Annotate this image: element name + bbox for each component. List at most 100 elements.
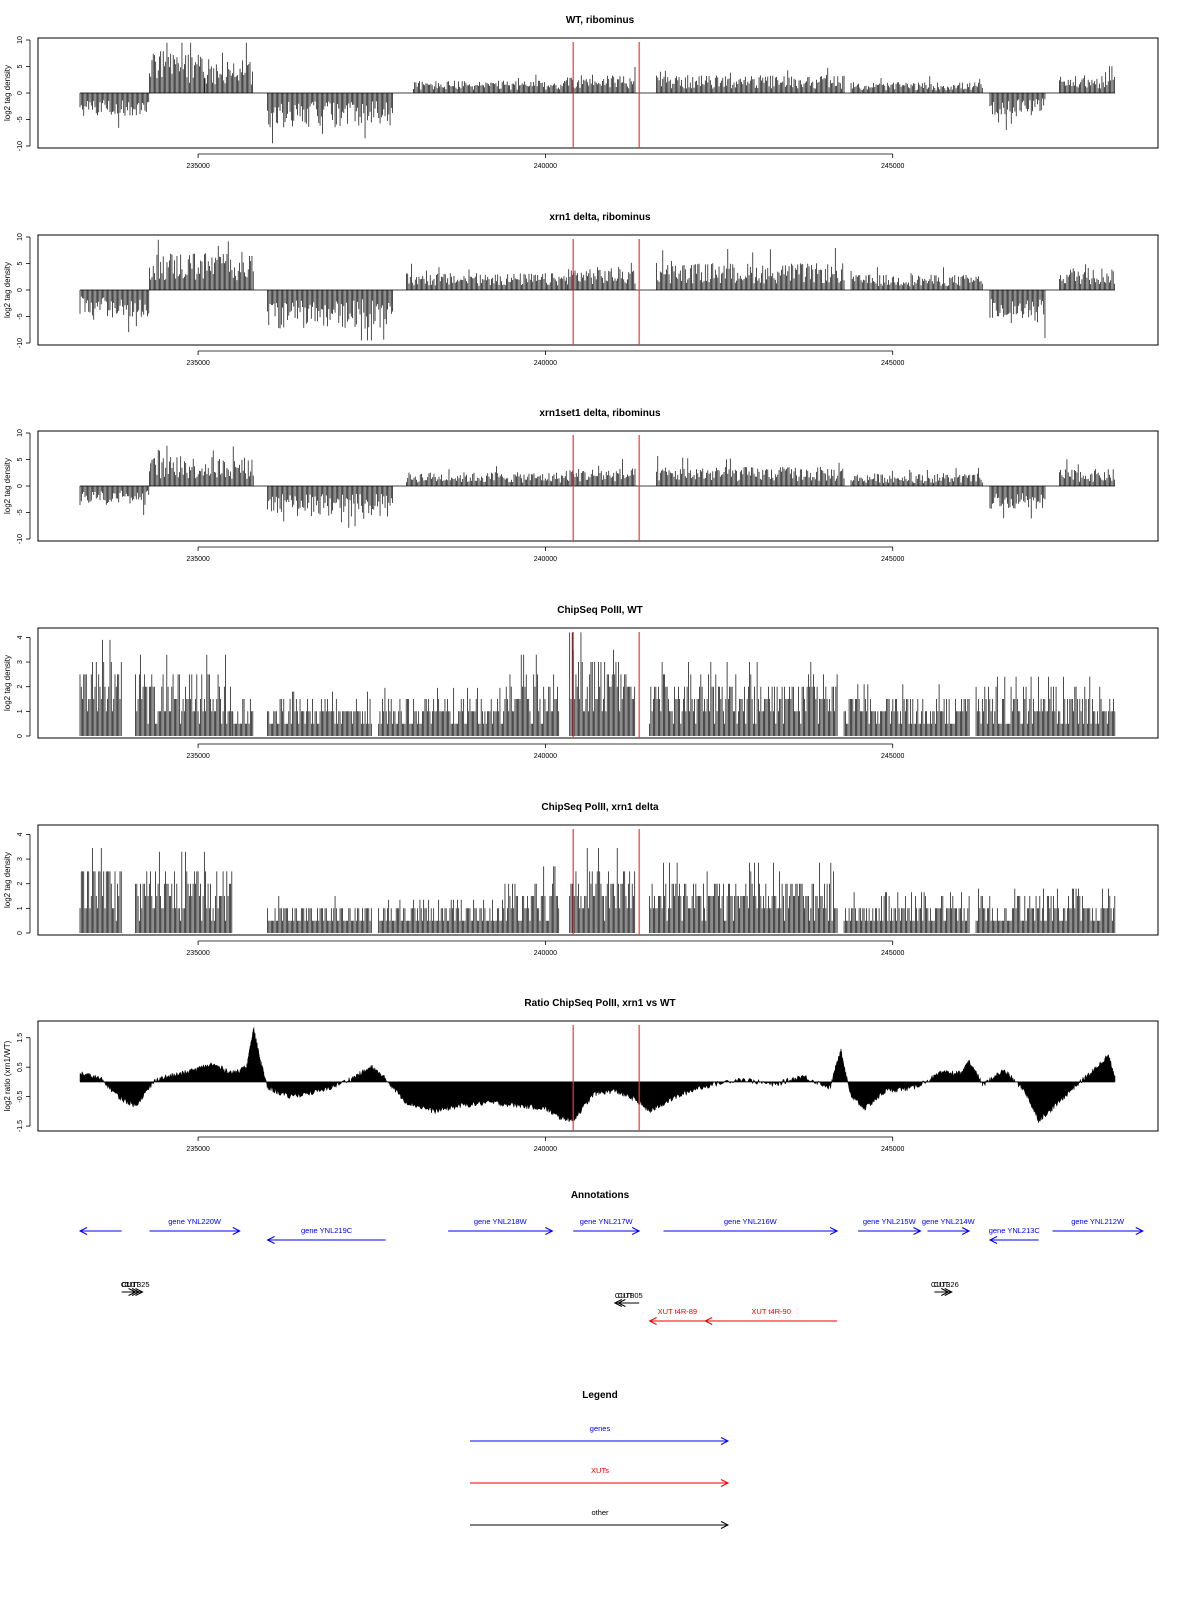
- y-tick-label: 3: [17, 857, 24, 861]
- y-tick-label: 10: [17, 36, 24, 44]
- panel-5: ChipSeq PolII, xrn1 delta 0 1 2 3 4 log2 tag d…: [3, 802, 1159, 957]
- annotation-feature: [266, 1236, 386, 1244]
- legend-label: other: [591, 1508, 609, 1517]
- y-axis-label: log2 tag density: [3, 65, 12, 121]
- annotation-feature: [617, 1299, 640, 1307]
- arrow-head-icon: [135, 1288, 144, 1296]
- y-tick-label: 5: [17, 261, 24, 265]
- y-axis-label: log2 tag density: [3, 655, 12, 711]
- y-tick-label: -5: [17, 313, 24, 319]
- arrow-head-icon: [613, 1299, 623, 1307]
- x-tick-label: 245000: [881, 360, 904, 367]
- arrow-head-icon: [1135, 1227, 1144, 1235]
- panel-title: ChipSeq PolII, WT: [557, 605, 643, 616]
- annotation-label: gene YNL214W: [922, 1217, 976, 1226]
- arrow-head-icon: [829, 1227, 839, 1235]
- y-axis-label: log2 tag density: [3, 458, 12, 514]
- panel-6: Ratio ChipSeq PolII, xrn1 vs WT -1.5 -0.5 0…: [3, 998, 1159, 1153]
- y-axis: 0 1 2 3 4 log2 tag density: [3, 635, 31, 738]
- x-tick-label: 240000: [534, 556, 557, 563]
- y-tick-label: 4: [17, 832, 24, 836]
- annotation-feature: [927, 1227, 971, 1235]
- annotations-title: Annotations: [571, 1190, 630, 1201]
- x-tick-label: 235000: [186, 1146, 209, 1153]
- panel-3: xrn1set1 delta, ribominus -10 -5 0 5 10 log2 t…: [3, 408, 1159, 563]
- annotation-label: gene YNL216W: [724, 1217, 778, 1226]
- panel-4: ChipSeq PolII, WT 0 1 2 3 4 log2 tag density 23…: [3, 605, 1159, 760]
- annotation-feature: [573, 1227, 641, 1235]
- x-axis: 235000 240000 245000: [186, 1136, 905, 1153]
- y-tick-label: 2: [17, 882, 24, 886]
- legend: Legend genes XUTs other: [470, 1390, 730, 1529]
- y-tick-label: 1.5: [17, 1033, 24, 1043]
- annotation-label: XUT t4R-89: [658, 1307, 697, 1316]
- arrow-head-icon: [704, 1317, 713, 1325]
- panel-title: WT, ribominus: [566, 15, 635, 26]
- annotation-feature: [937, 1288, 953, 1296]
- panel-title: ChipSeq PolII, xrn1 delta: [541, 802, 659, 813]
- x-axis: 235000 240000 245000: [186, 940, 905, 957]
- x-tick-label: 240000: [534, 163, 557, 170]
- annotation-feature: [448, 1227, 554, 1235]
- signal-bars: [79, 632, 1116, 736]
- annotation-label: gene YNL220W: [168, 1217, 222, 1226]
- x-tick-label: 235000: [186, 360, 209, 367]
- x-axis: 235000 240000 245000: [186, 350, 905, 367]
- annotation-feature: [988, 1236, 1039, 1244]
- legend-label: XUTs: [591, 1466, 609, 1475]
- y-tick-label: -0.5: [17, 1090, 24, 1102]
- y-tick-label: 4: [17, 635, 24, 639]
- panel-title: xrn1 delta, ribominus: [549, 212, 651, 223]
- x-tick-label: 235000: [186, 556, 209, 563]
- x-axis: 235000 240000 245000: [186, 743, 905, 760]
- y-tick-label: 0: [17, 931, 24, 935]
- y-axis-label: log2 ratio (xrn1/WT): [3, 1040, 12, 1111]
- panel-2: xrn1 delta, ribominus -10 -5 0 5 10 log2 tag d…: [3, 212, 1159, 367]
- y-tick-label: -1.5: [17, 1120, 24, 1132]
- plot-frame: [37, 37, 1159, 149]
- panel-1: WT, ribominus -10 -5 0 5 10 log2 tag density 23…: [3, 15, 1159, 170]
- x-tick-label: 245000: [881, 753, 904, 760]
- annotation-label: CUT: [121, 1280, 137, 1289]
- y-axis: -10 -5 0 5 10 log2 tag density: [3, 429, 31, 544]
- annotation-feature: [128, 1288, 144, 1296]
- ratio-area: [79, 1027, 1116, 1123]
- plot-frame: [37, 627, 1159, 739]
- y-tick-label: 2: [17, 685, 24, 689]
- arrow-head-icon: [78, 1227, 88, 1235]
- x-tick-label: 245000: [881, 950, 904, 957]
- x-tick-label: 245000: [881, 556, 904, 563]
- x-tick-label: 245000: [881, 1146, 904, 1153]
- x-tick-label: 235000: [186, 163, 209, 170]
- annotation-feature: [857, 1227, 922, 1235]
- annotation-label: gene YNL212W: [1071, 1217, 1125, 1226]
- y-tick-label: -5: [17, 116, 24, 122]
- annotation-feature: [663, 1227, 839, 1235]
- legend-title: Legend: [582, 1390, 618, 1401]
- x-axis: 235000 240000 245000: [186, 153, 905, 170]
- y-tick-label: 0.5: [17, 1062, 24, 1072]
- arrow-head-icon: [266, 1236, 275, 1244]
- annotation-label: CUT325: [122, 1280, 150, 1289]
- arrow-head-icon: [961, 1227, 971, 1235]
- y-axis: 0 1 2 3 4 log2 tag density: [3, 832, 31, 935]
- arrow-head-icon: [913, 1227, 922, 1235]
- annotation-feature: [149, 1227, 241, 1235]
- y-axis: -1.5 -0.5 0.5 1.5 log2 ratio (xrn1/WT): [3, 1033, 31, 1132]
- annotation-feature: [648, 1317, 706, 1325]
- y-tick-label: 5: [17, 64, 24, 68]
- annotation-feature: [1052, 1227, 1144, 1235]
- arrow-head-icon: [988, 1236, 998, 1244]
- legend-label: genes: [590, 1424, 611, 1433]
- arrow-head-icon: [944, 1288, 953, 1296]
- x-tick-label: 235000: [186, 753, 209, 760]
- plot-frame: [37, 1020, 1159, 1132]
- annotation-feature: [78, 1227, 122, 1235]
- plot-frame: [37, 430, 1159, 542]
- y-tick-label: 1: [17, 709, 24, 713]
- x-tick-label: 240000: [534, 950, 557, 957]
- annotation-label: CUT: [934, 1280, 950, 1289]
- y-tick-label: 0: [17, 734, 24, 738]
- annotation-label: gene YNL215W: [863, 1217, 917, 1226]
- signal-bars: [79, 239, 1115, 341]
